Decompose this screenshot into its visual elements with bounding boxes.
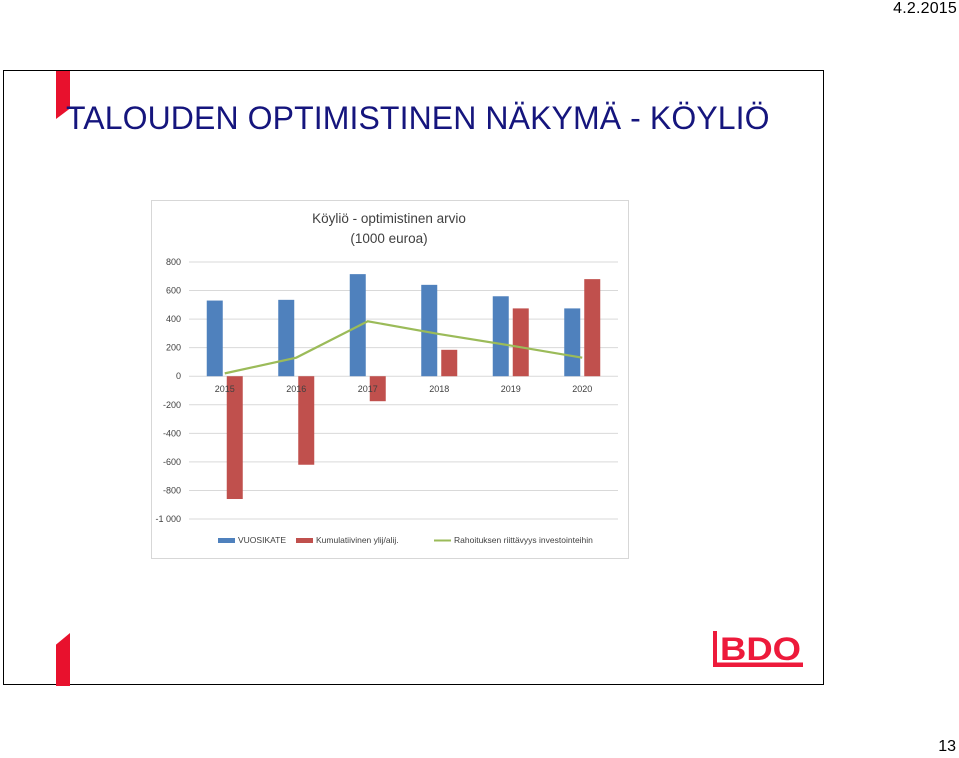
y-tick-label: 0 — [176, 371, 181, 381]
accent-bar-top — [56, 71, 70, 119]
y-tick-label: -800 — [163, 485, 181, 495]
slide-title: TALOUDEN OPTIMISTINEN NÄKYMÄ - KÖYLIÖ — [66, 100, 770, 136]
logo-underline — [713, 662, 803, 667]
y-tick-label: 400 — [166, 314, 181, 324]
page-number: 13 — [938, 738, 956, 755]
x-tick-label: 2019 — [501, 384, 521, 394]
y-tick-label: -1 000 — [155, 514, 181, 524]
bar-vuosikate — [278, 299, 295, 377]
legend-label: Rahoituksen riittävyys investointeihin — [454, 535, 593, 545]
bdo-logo: BDO — [713, 631, 803, 667]
y-tick-label: -200 — [163, 400, 181, 410]
y-tick-label: -400 — [163, 428, 181, 438]
x-tick-label: 2020 — [572, 384, 592, 394]
bar-kumulatiivinen — [584, 279, 601, 377]
line-rahoituksen-riittavyys — [224, 320, 583, 375]
chart: Köyliö - optimistinen arvio (1000 euroa) 8… — [151, 200, 629, 559]
legend-swatch — [218, 538, 235, 543]
bar-vuosikate — [421, 284, 438, 377]
y-tick-label: 800 — [166, 257, 181, 267]
x-tick-label: 2018 — [429, 384, 449, 394]
date-label: 4.2.2015 — [893, 0, 957, 17]
bar-kumulatiivinen — [369, 376, 386, 402]
logo-text: BDO — [720, 631, 801, 667]
x-tick-label: 2017 — [358, 384, 378, 394]
chart-title-line: (1000 euroa) — [350, 231, 427, 246]
legend-label: Kumulatiivinen ylij/alij. — [316, 535, 399, 545]
accent-bar-bottom — [56, 633, 70, 686]
bar-kumulatiivinen — [441, 349, 458, 377]
slide: TALOUDEN OPTIMISTINEN NÄKYMÄ - KÖYLIÖ Kö… — [3, 70, 824, 686]
y-tick-label: 600 — [166, 286, 181, 296]
bar-vuosikate — [492, 296, 509, 377]
bar-kumulatiivinen — [226, 376, 243, 500]
bar-kumulatiivinen — [298, 376, 315, 465]
chart-svg: Köyliö - optimistinen arvio (1000 euroa) 8… — [155, 211, 618, 545]
bar-kumulatiivinen — [512, 308, 529, 377]
y-tick-label: 200 — [166, 343, 181, 353]
y-tick-label: -600 — [163, 457, 181, 467]
bar-vuosikate — [206, 300, 223, 377]
legend-swatch — [296, 538, 313, 543]
logo-left-bar — [713, 631, 717, 667]
chart-title-line: Köyliö - optimistinen arvio — [312, 211, 466, 226]
legend-label: VUOSIKATE — [238, 535, 286, 545]
x-tick-label: 2016 — [286, 384, 306, 394]
x-tick-label: 2015 — [215, 384, 235, 394]
bar-vuosikate — [564, 308, 581, 377]
